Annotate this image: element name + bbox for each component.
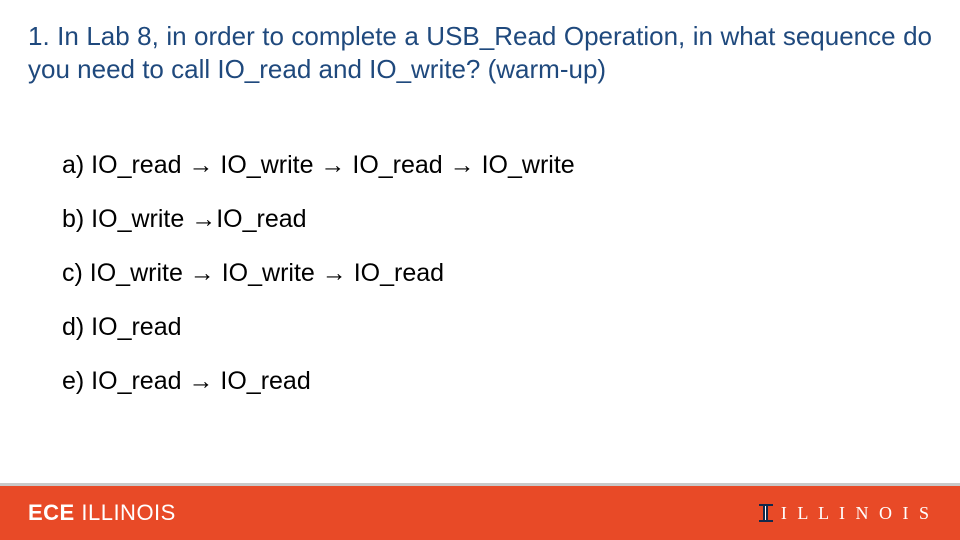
footer-ece: ECE: [28, 500, 75, 525]
answer-option: b) IO_write →IO_read: [62, 204, 920, 234]
question-text: 1. In Lab 8, in order to complete a USB_…: [28, 20, 932, 85]
answer-option: d) IO_read: [62, 312, 920, 342]
answer-option: c) IO_write → IO_write → IO_read: [62, 258, 920, 288]
answer-option: e) IO_read → IO_read: [62, 366, 920, 396]
slide: 1. In Lab 8, in order to complete a USB_…: [0, 0, 960, 540]
answer-list: a) IO_read → IO_write → IO_read → IO_wri…: [62, 150, 920, 420]
answer-option: a) IO_read → IO_write → IO_read → IO_wri…: [62, 150, 920, 180]
footer-left-label: ECE ILLINOIS: [28, 500, 176, 526]
footer-bar: ECE ILLINOIS I L L I N O I S: [0, 486, 960, 540]
footer-illinois: ILLINOIS: [75, 500, 176, 525]
footer-right-logo: I L L I N O I S: [759, 503, 932, 524]
block-i-icon: [759, 504, 773, 522]
footer: ECE ILLINOIS I L L I N O I S: [0, 483, 960, 540]
footer-right-text: I L L I N O I S: [781, 503, 932, 524]
